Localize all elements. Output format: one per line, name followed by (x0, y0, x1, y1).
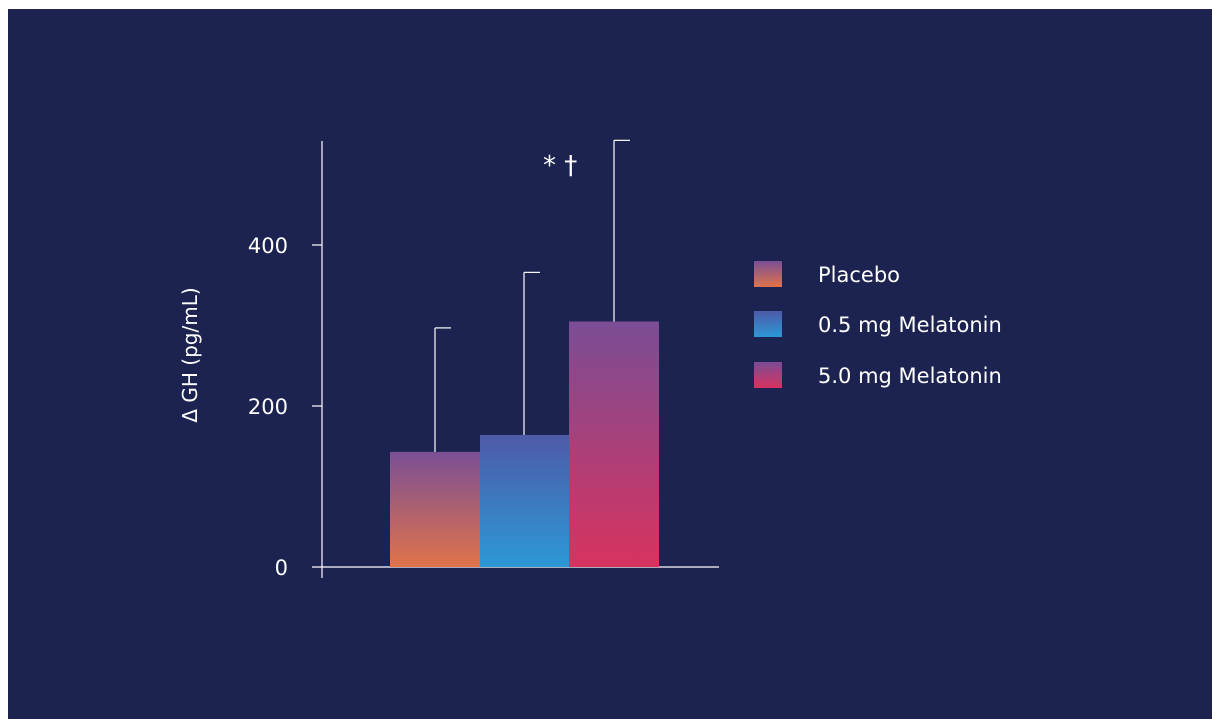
y-tick-label: 0 (275, 556, 288, 580)
legend-label: 5.0 mg Melatonin (818, 364, 1002, 388)
legend-swatch (754, 311, 782, 337)
bar (480, 434, 569, 567)
error-bars (434, 139, 630, 452)
y-axis-title: Δ GH (pg/mL) (178, 287, 202, 422)
legend-swatch (754, 362, 782, 388)
annotations: * † (543, 151, 577, 181)
legend-label: Placebo (818, 263, 900, 287)
legend-swatch (754, 261, 782, 287)
y-tick-label: 200 (248, 395, 288, 419)
y-ticks: 0 200 400 (248, 234, 322, 580)
legend-label: 0.5 mg Melatonin (818, 313, 1002, 337)
bars (390, 321, 659, 567)
significance-marker: * † (543, 151, 577, 181)
y-tick-label: 400 (248, 234, 288, 258)
bar (569, 321, 659, 567)
legend: Placebo 0.5 mg Melatonin 5.0 mg Melatonin (754, 261, 1002, 388)
bar (390, 451, 480, 567)
